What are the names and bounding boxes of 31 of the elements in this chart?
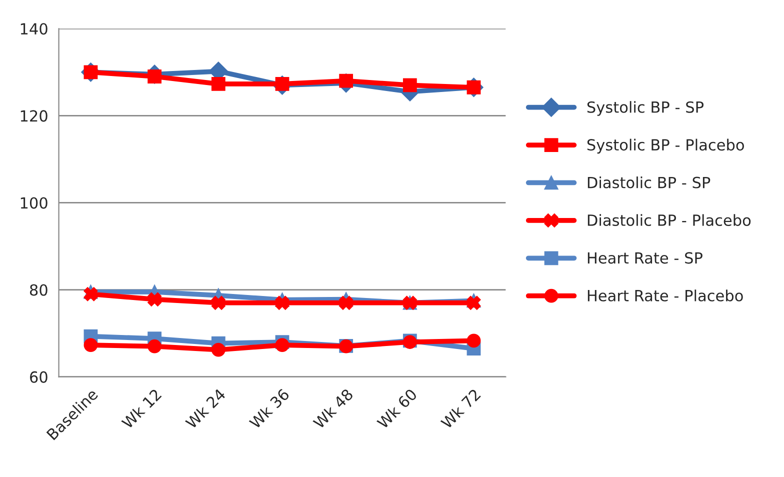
point xyxy=(211,342,226,357)
point xyxy=(466,334,481,348)
point xyxy=(211,296,226,310)
y-tick-label: 80 xyxy=(30,284,48,296)
point xyxy=(211,76,226,91)
y-tick-label: 100 xyxy=(20,197,48,209)
point xyxy=(402,78,417,92)
x-tick-label: Wk 36 xyxy=(248,388,290,430)
point xyxy=(275,296,290,310)
legend-label: Systolic BP - SP xyxy=(587,101,704,116)
x-tick-label: Wk 72 xyxy=(440,388,481,430)
y-tick-label: 120 xyxy=(20,110,48,122)
legend-label: Heart Rate - SP xyxy=(588,252,702,264)
y-tick-label: 60 xyxy=(30,371,48,383)
point xyxy=(466,296,481,310)
legend-label: Diastolic BP - SP xyxy=(588,176,710,188)
point xyxy=(148,292,162,306)
x-tick-label: Wk 12 xyxy=(120,388,162,430)
point xyxy=(84,287,98,302)
point xyxy=(339,296,354,310)
legend-label: Heart Rate - Placebo xyxy=(588,290,743,302)
x-tick-label: Wk 60 xyxy=(376,388,418,430)
legend-label: Diastolic BP - Placebo xyxy=(588,214,751,226)
point xyxy=(275,338,290,352)
point xyxy=(84,338,98,352)
point xyxy=(339,74,354,88)
x-tick-label: Wk 48 xyxy=(312,388,354,430)
y-tick-label: 140 xyxy=(20,23,48,35)
point xyxy=(148,339,162,354)
legend-label: Systolic BP - Placebo xyxy=(587,138,744,154)
x-tick-label: Wk 24 xyxy=(184,388,226,430)
